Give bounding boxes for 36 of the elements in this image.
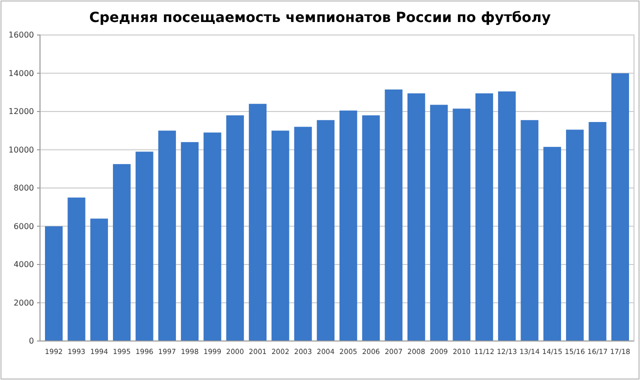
bar bbox=[611, 73, 630, 341]
bar bbox=[158, 130, 176, 341]
bar bbox=[520, 120, 538, 341]
bar bbox=[362, 115, 380, 341]
bar bbox=[475, 93, 494, 341]
bar bbox=[248, 104, 267, 341]
bar bbox=[204, 132, 222, 341]
y-tick-label: 12000 bbox=[8, 107, 34, 116]
bar bbox=[566, 130, 584, 341]
y-tick-label: 0 bbox=[28, 336, 34, 346]
bar bbox=[226, 115, 244, 341]
y-tick-label: 10000 bbox=[8, 145, 34, 154]
bar bbox=[543, 146, 562, 341]
bar bbox=[90, 218, 108, 341]
bar bbox=[588, 122, 606, 341]
y-tick-label: 2000 bbox=[14, 298, 34, 308]
bar bbox=[498, 91, 516, 341]
chart-title: Средняя посещаемость чемпионатов России по футболу bbox=[89, 10, 551, 26]
bar bbox=[272, 130, 290, 341]
y-tick-label: 14000 bbox=[8, 68, 34, 78]
bar bbox=[407, 93, 426, 341]
y-tick-label: 6000 bbox=[14, 222, 34, 231]
bar bbox=[68, 198, 86, 341]
bar bbox=[430, 104, 448, 341]
bar bbox=[136, 152, 154, 341]
bar bbox=[180, 142, 199, 341]
bar bbox=[339, 110, 358, 341]
bar bbox=[316, 120, 335, 341]
bar bbox=[44, 226, 63, 341]
y-tick-label: 4000 bbox=[14, 260, 34, 270]
bar bbox=[452, 108, 470, 341]
y-tick-label: 8000 bbox=[14, 184, 34, 193]
bar bbox=[294, 126, 312, 341]
bar bbox=[112, 164, 131, 341]
y-tick-label: 16000 bbox=[8, 30, 34, 40]
bar bbox=[384, 90, 402, 341]
